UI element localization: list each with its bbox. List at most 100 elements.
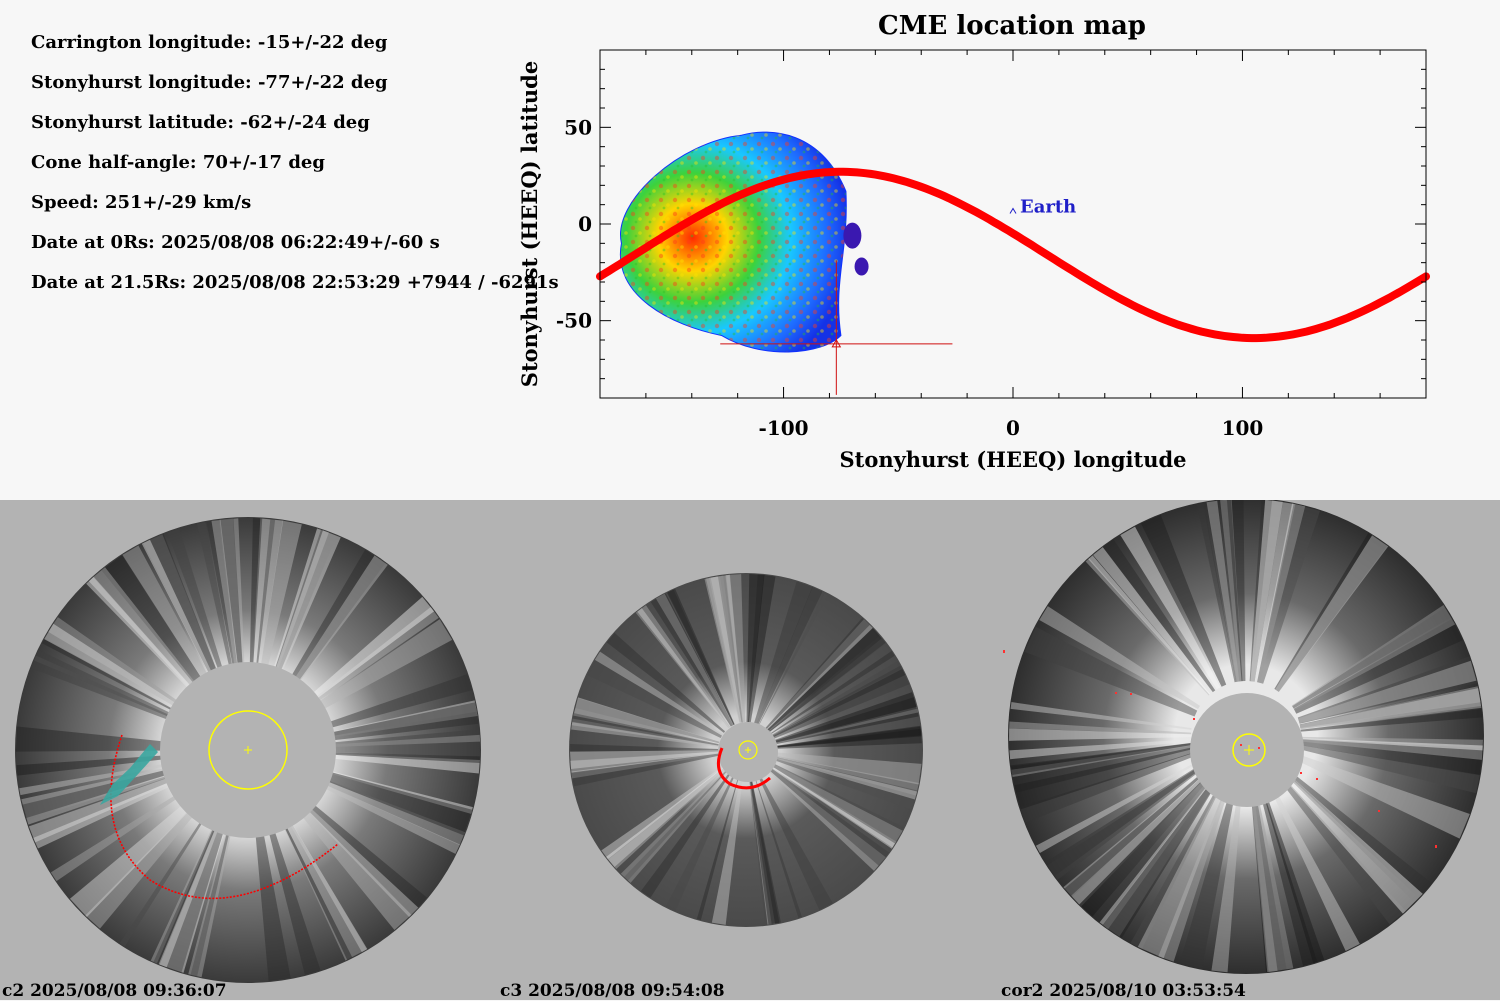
streamer	[1252, 500, 1296, 683]
streamer	[773, 725, 922, 748]
streamer	[28, 777, 171, 843]
streamer	[1220, 500, 1243, 682]
streamer	[1010, 743, 1193, 793]
streamer	[573, 697, 720, 745]
c2-sun-limb	[208, 710, 288, 790]
c2-sun-center-icon	[244, 746, 252, 754]
x-tick-label: 100	[1222, 416, 1264, 440]
c3-sun-limb	[738, 740, 758, 760]
streamer	[42, 638, 174, 711]
streamer	[709, 574, 744, 723]
streamer	[1250, 790, 1287, 973]
streamer	[1130, 784, 1222, 949]
streamer	[1072, 773, 1208, 907]
streamer	[331, 700, 478, 738]
streamer	[1010, 742, 1192, 775]
streamer	[329, 770, 473, 814]
streamer	[1092, 777, 1213, 925]
streamer	[88, 576, 192, 689]
cme-location-map: CME location map -100 0 100 50 0 -50 Earth St…	[517, 11, 1430, 472]
streamer	[1024, 626, 1198, 717]
streamer	[30, 649, 172, 721]
streamer	[571, 753, 719, 779]
streamer	[772, 697, 919, 745]
y-tick-label: 50	[564, 115, 592, 139]
streamer	[26, 775, 170, 838]
streamer	[332, 729, 480, 757]
streamer	[1300, 738, 1483, 776]
streamer	[119, 820, 203, 947]
streamer	[1257, 503, 1321, 684]
c3-cme-front	[716, 747, 771, 790]
streamer	[766, 628, 886, 733]
c3-streamers	[570, 574, 922, 925]
streamer	[85, 810, 194, 929]
streamer	[749, 777, 780, 925]
coronagraph-images	[15, 500, 1484, 983]
streamer	[311, 596, 435, 700]
streamer	[1011, 743, 1192, 778]
streamer	[1251, 789, 1294, 972]
streamer	[289, 822, 368, 953]
streamer	[1299, 688, 1481, 729]
streamer	[570, 751, 719, 774]
streamer	[249, 518, 263, 666]
streamer	[1196, 502, 1237, 683]
param-stonyhurst-longitude: Stonyhurst longitude: -77+/-22 deg	[31, 72, 388, 93]
streamer	[21, 768, 168, 825]
streamer	[594, 651, 723, 736]
streamer	[158, 828, 219, 968]
streamer	[1140, 514, 1227, 687]
streamer	[1279, 776, 1406, 925]
streamer	[748, 574, 776, 723]
streamer	[1299, 688, 1482, 730]
streamer	[770, 660, 902, 737]
streamer	[268, 830, 321, 975]
streamer	[33, 782, 172, 849]
streamer	[1259, 788, 1318, 967]
streamer	[637, 608, 730, 728]
streamer	[1298, 660, 1477, 724]
streamer	[772, 692, 918, 744]
streamer	[1206, 500, 1240, 682]
streamer	[1079, 775, 1211, 917]
streamer	[1226, 500, 1246, 682]
streamer	[1291, 604, 1456, 711]
streamer	[1297, 656, 1478, 724]
streamer	[142, 533, 218, 675]
streamer	[770, 665, 910, 740]
streamer	[1102, 539, 1216, 693]
streamer	[283, 823, 367, 961]
streamer	[1158, 787, 1230, 962]
streamer	[764, 619, 873, 731]
streamer	[331, 701, 477, 736]
c3-caption: c3 2025/08/08 09:54:08	[500, 981, 725, 1001]
streamer	[749, 777, 774, 925]
streamer	[571, 753, 719, 787]
streamer	[749, 777, 776, 925]
streamer	[756, 586, 823, 725]
streamer	[69, 804, 189, 917]
streamer	[704, 575, 742, 723]
streamer	[1300, 738, 1483, 751]
streamer	[332, 753, 480, 774]
streamer	[1282, 772, 1423, 914]
streamer	[1275, 535, 1389, 693]
streamer	[1293, 618, 1463, 714]
streamer	[1299, 686, 1482, 730]
streamer	[1285, 770, 1432, 903]
streamer	[650, 593, 734, 727]
streamer	[1009, 728, 1192, 741]
streamer	[575, 698, 720, 744]
streamer	[1269, 784, 1360, 952]
streamer	[1063, 771, 1208, 905]
streamer	[331, 702, 479, 741]
earth-marker	[1009, 207, 1017, 214]
streamer	[769, 651, 895, 736]
streamer	[1088, 555, 1211, 695]
streamer	[1179, 788, 1236, 969]
streamer	[1120, 526, 1221, 690]
streamer	[666, 588, 735, 725]
streamer	[318, 619, 453, 710]
streamer	[275, 530, 341, 673]
